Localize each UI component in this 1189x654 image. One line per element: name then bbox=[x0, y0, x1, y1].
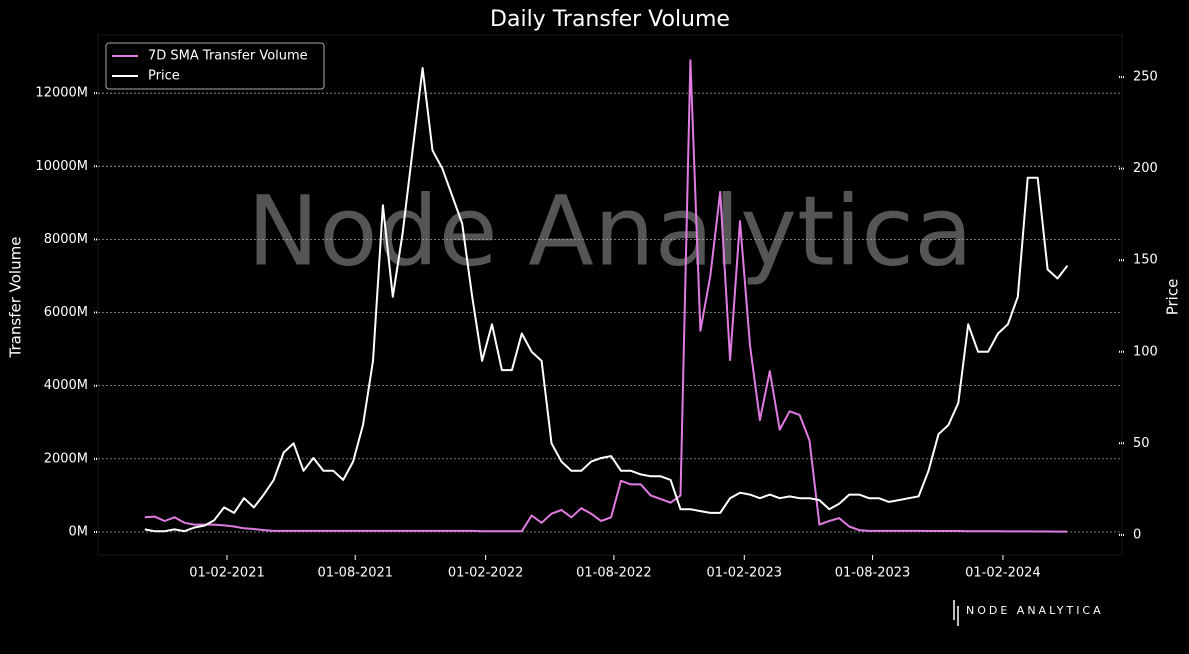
chart-title: Daily Transfer Volume bbox=[490, 7, 730, 32]
brand-logo: NODE ANALYTICA bbox=[953, 600, 1104, 626]
series-line bbox=[144, 67, 1069, 533]
x-tick-label: 01-08-2022 bbox=[576, 566, 652, 581]
y-tick-label: 6000M bbox=[44, 305, 88, 320]
y-tick-label: 8000M bbox=[44, 232, 88, 247]
x-tick-label: 01-02-2024 bbox=[965, 566, 1041, 581]
y-tick-label: 10000M bbox=[35, 159, 88, 174]
y-tick-label: 0M bbox=[69, 524, 89, 539]
y-tick-label: 12000M bbox=[35, 86, 88, 101]
y2-tick-label: 250 bbox=[1133, 70, 1158, 85]
legend-label: 7D SMA Transfer Volume bbox=[148, 49, 308, 64]
plot-frame bbox=[97, 34, 1123, 556]
y2-tick-label: 0 bbox=[1133, 527, 1141, 542]
x-tick-label: 01-02-2021 bbox=[189, 566, 265, 581]
x-tick-label: 01-02-2023 bbox=[707, 566, 783, 581]
y-tick-label: 2000M bbox=[44, 451, 88, 466]
brand-name: NODE ANALYTICA bbox=[966, 604, 1104, 617]
legend-box bbox=[105, 42, 325, 90]
y2-tick-label: 200 bbox=[1133, 161, 1158, 176]
y-tick-label: 4000M bbox=[44, 378, 88, 393]
watermark: Node Analytica bbox=[247, 175, 973, 287]
legend-label: Price bbox=[148, 69, 180, 84]
y2-tick-label: 150 bbox=[1133, 253, 1158, 268]
series-line bbox=[144, 59, 1068, 533]
x-tick-label: 01-08-2021 bbox=[317, 566, 393, 581]
legend: 7D SMA Transfer Volume Price bbox=[105, 42, 325, 90]
x-tick-label: 01-02-2022 bbox=[448, 566, 524, 581]
y2-axis-label: Price bbox=[1164, 279, 1182, 316]
x-tick-label: 01-08-2023 bbox=[835, 566, 911, 581]
y-axis-label: Transfer Volume bbox=[7, 237, 25, 359]
y2-tick-label: 50 bbox=[1133, 436, 1150, 451]
y2-tick-label: 100 bbox=[1133, 344, 1158, 359]
